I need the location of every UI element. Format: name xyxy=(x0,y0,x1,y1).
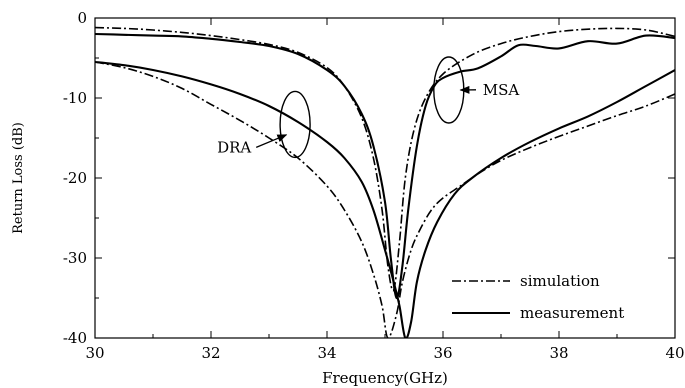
annotation-ellipse xyxy=(433,56,465,124)
legend-label: simulation xyxy=(520,272,600,290)
y-tick-label: -30 xyxy=(63,249,87,267)
y-tick-label: -10 xyxy=(63,89,87,107)
y-tick-label: -40 xyxy=(63,329,87,347)
annotation-label: MSA xyxy=(483,81,520,99)
annotation-label: DRA xyxy=(217,138,251,156)
x-tick-label: 30 xyxy=(85,344,104,362)
plot-frame xyxy=(94,17,676,339)
series-line-4 xyxy=(95,60,675,338)
x-tick-label: 32 xyxy=(201,344,220,362)
series-lines xyxy=(95,26,675,338)
x-tick-label: 40 xyxy=(665,344,684,362)
legend: simulation measurement xyxy=(452,272,624,322)
x-axis-ticks: 30 32 34 36 38 40 xyxy=(85,18,685,362)
y-axis-ticks: 0 -10 -20 -30 -40 xyxy=(63,9,675,347)
annotation-ellipse xyxy=(279,90,311,159)
x-axis-label: Frequency(GHz) xyxy=(322,369,448,387)
y-axis-label: Return Loss (dB) xyxy=(11,122,26,234)
annotation-arrow xyxy=(255,134,288,148)
series-line-1 xyxy=(95,26,675,292)
series-line-2 xyxy=(95,32,675,300)
series-line-3 xyxy=(95,61,675,338)
x-tick-label: 38 xyxy=(549,344,568,362)
legend-label: measurement xyxy=(520,304,624,322)
annotations: DRA MSA xyxy=(217,56,520,159)
x-tick-label: 34 xyxy=(317,344,336,362)
x-tick-label: 36 xyxy=(433,344,452,362)
y-tick-label: -20 xyxy=(63,169,87,187)
y-tick-label: 0 xyxy=(77,9,87,27)
